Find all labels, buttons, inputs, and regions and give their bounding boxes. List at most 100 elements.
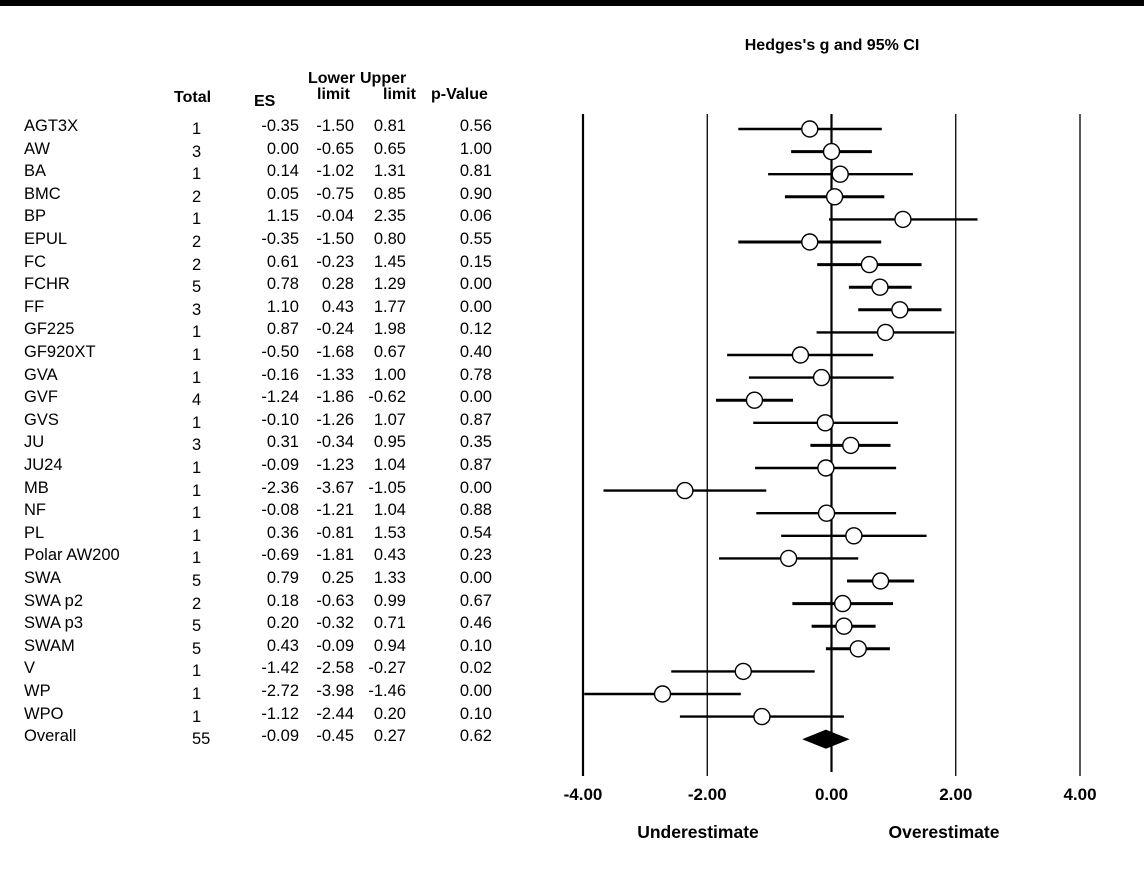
- study-name: GVS: [24, 410, 59, 429]
- table-row: AW 3 0.00 -0.65 0.65 1.00: [0, 140, 560, 163]
- lower-limit-cell: -2.58: [316, 659, 354, 678]
- effect-point: [753, 707, 771, 726]
- es-cell: 0.31: [266, 433, 299, 452]
- p-value-cell: 0.12: [459, 320, 492, 339]
- table-row: WPO 1 -1.12 -2.44 0.20 0.10: [0, 705, 560, 728]
- lower-limit-cell: 0.28: [321, 275, 354, 294]
- total-cell: 1: [192, 368, 202, 387]
- upper-limit-cell: 1.33: [373, 569, 406, 587]
- effect-point: [801, 233, 819, 251]
- study-name: FC: [24, 252, 46, 271]
- effect-point: [822, 142, 841, 161]
- total-cell: 1: [192, 413, 202, 432]
- table-row: NF 1 -0.08 -1.21 1.04 0.88: [0, 501, 560, 524]
- p-value-cell: 0.35: [459, 433, 492, 452]
- study-name: WP: [24, 682, 51, 700]
- header-upper-bottom: limit: [383, 86, 416, 103]
- table-row: EPUL 2 -0.35 -1.50 0.80 0.55: [0, 230, 560, 253]
- upper-limit-cell: 1.77: [373, 297, 406, 316]
- es-cell: -0.09: [261, 456, 299, 474]
- lower-limit-cell: -3.67: [316, 478, 354, 497]
- effect-point: [891, 301, 909, 319]
- effect-point: [791, 346, 810, 364]
- table-row: AGT3X 1 -0.35 -1.50 0.81 0.56: [0, 117, 560, 140]
- effect-point: [831, 165, 849, 183]
- total-cell: 2: [192, 233, 202, 251]
- study-name: GF920XT: [24, 343, 96, 361]
- table-row: GF225 1 0.87 -0.24 1.98 0.12: [0, 320, 560, 343]
- table-row: SWA 5 0.79 0.25 1.33 0.00: [0, 569, 560, 592]
- effect-point: [860, 255, 879, 274]
- effect-point: [812, 368, 831, 387]
- effect-point: [871, 278, 889, 296]
- total-cell: 1: [192, 504, 202, 523]
- lower-limit-cell: -0.65: [316, 139, 354, 158]
- total-cell: 55: [192, 730, 211, 749]
- table-row: PL 1 0.36 -0.81 1.53 0.54: [0, 524, 560, 547]
- upper-limit-cell: 0.27: [373, 727, 406, 746]
- total-cell: 1: [192, 165, 202, 184]
- es-cell: 0.79: [266, 569, 299, 587]
- total-cell: 1: [192, 685, 202, 703]
- overestimate-label: Overestimate: [889, 822, 1000, 842]
- effect-point: [817, 459, 835, 477]
- table-row: SWAM 5 0.43 -0.09 0.94 0.10: [0, 637, 560, 660]
- header-pvalue: p-Value: [431, 86, 488, 103]
- upper-limit-cell: 0.20: [373, 704, 406, 723]
- p-value-cell: 0.90: [459, 184, 492, 203]
- study-name: Polar AW200: [24, 546, 120, 565]
- upper-limit-cell: -0.27: [368, 659, 406, 678]
- x-tick-label: -2.00: [688, 785, 727, 804]
- study-name: SWA p2: [24, 591, 83, 610]
- total-cell: 5: [192, 639, 202, 658]
- p-value-cell: 0.02: [459, 659, 492, 678]
- upper-limit-cell: 1.98: [373, 320, 406, 339]
- p-value-cell: 0.40: [459, 343, 492, 361]
- es-cell: 1.10: [266, 297, 299, 316]
- p-value-cell: 0.87: [459, 410, 492, 429]
- study-name: PL: [24, 523, 45, 542]
- total-cell: 5: [192, 278, 202, 297]
- total-cell: 1: [192, 120, 202, 138]
- total-cell: 1: [192, 459, 202, 477]
- table-row: BMC 2 0.05 -0.75 0.85 0.90: [0, 185, 560, 208]
- lower-limit-cell: -1.33: [316, 365, 354, 384]
- es-cell: -0.69: [261, 546, 299, 565]
- study-name: NF: [24, 501, 46, 520]
- table-row: FC 2 0.61 -0.23 1.45 0.15: [0, 253, 560, 276]
- upper-limit-cell: 0.85: [373, 184, 406, 203]
- study-name: SWA p3: [24, 614, 83, 633]
- es-cell: -1.42: [261, 659, 299, 678]
- lower-limit-cell: -1.26: [316, 410, 354, 429]
- es-cell: -0.35: [261, 117, 299, 135]
- x-axis-ticks: -4.00 -2.00 0.00 2.00 4.00: [564, 785, 1097, 804]
- study-name: GF225: [24, 320, 75, 339]
- upper-limit-cell: 0.99: [373, 591, 406, 610]
- gridlines: [581, 114, 1081, 776]
- p-value-cell: 0.55: [459, 230, 492, 248]
- study-estimates: [584, 120, 978, 726]
- effect-point: [833, 594, 852, 613]
- p-value-cell: 0.87: [459, 456, 492, 474]
- es-cell: -0.35: [261, 230, 299, 248]
- upper-limit-cell: 0.43: [373, 546, 406, 565]
- lower-limit-cell: -1.50: [316, 117, 354, 135]
- plot-title: Hedges's g and 95% CI: [745, 37, 920, 54]
- lower-limit-cell: -0.63: [316, 591, 354, 610]
- effect-point: [825, 188, 844, 206]
- lower-limit-cell: -0.32: [316, 614, 354, 633]
- study-name: SWAM: [24, 636, 75, 655]
- p-value-cell: 0.23: [459, 546, 492, 565]
- total-cell: 2: [192, 594, 202, 613]
- total-cell: 5: [192, 572, 202, 590]
- es-cell: 0.20: [266, 614, 299, 633]
- effect-point: [734, 662, 752, 681]
- p-value-cell: 0.78: [459, 365, 492, 384]
- upper-limit-cell: -1.05: [368, 478, 406, 497]
- effect-point: [817, 504, 836, 522]
- lower-limit-cell: -0.34: [316, 433, 354, 452]
- total-cell: 4: [192, 391, 202, 410]
- total-cell: 1: [192, 481, 202, 500]
- total-cell: 1: [192, 526, 202, 545]
- study-name: GVA: [24, 365, 58, 384]
